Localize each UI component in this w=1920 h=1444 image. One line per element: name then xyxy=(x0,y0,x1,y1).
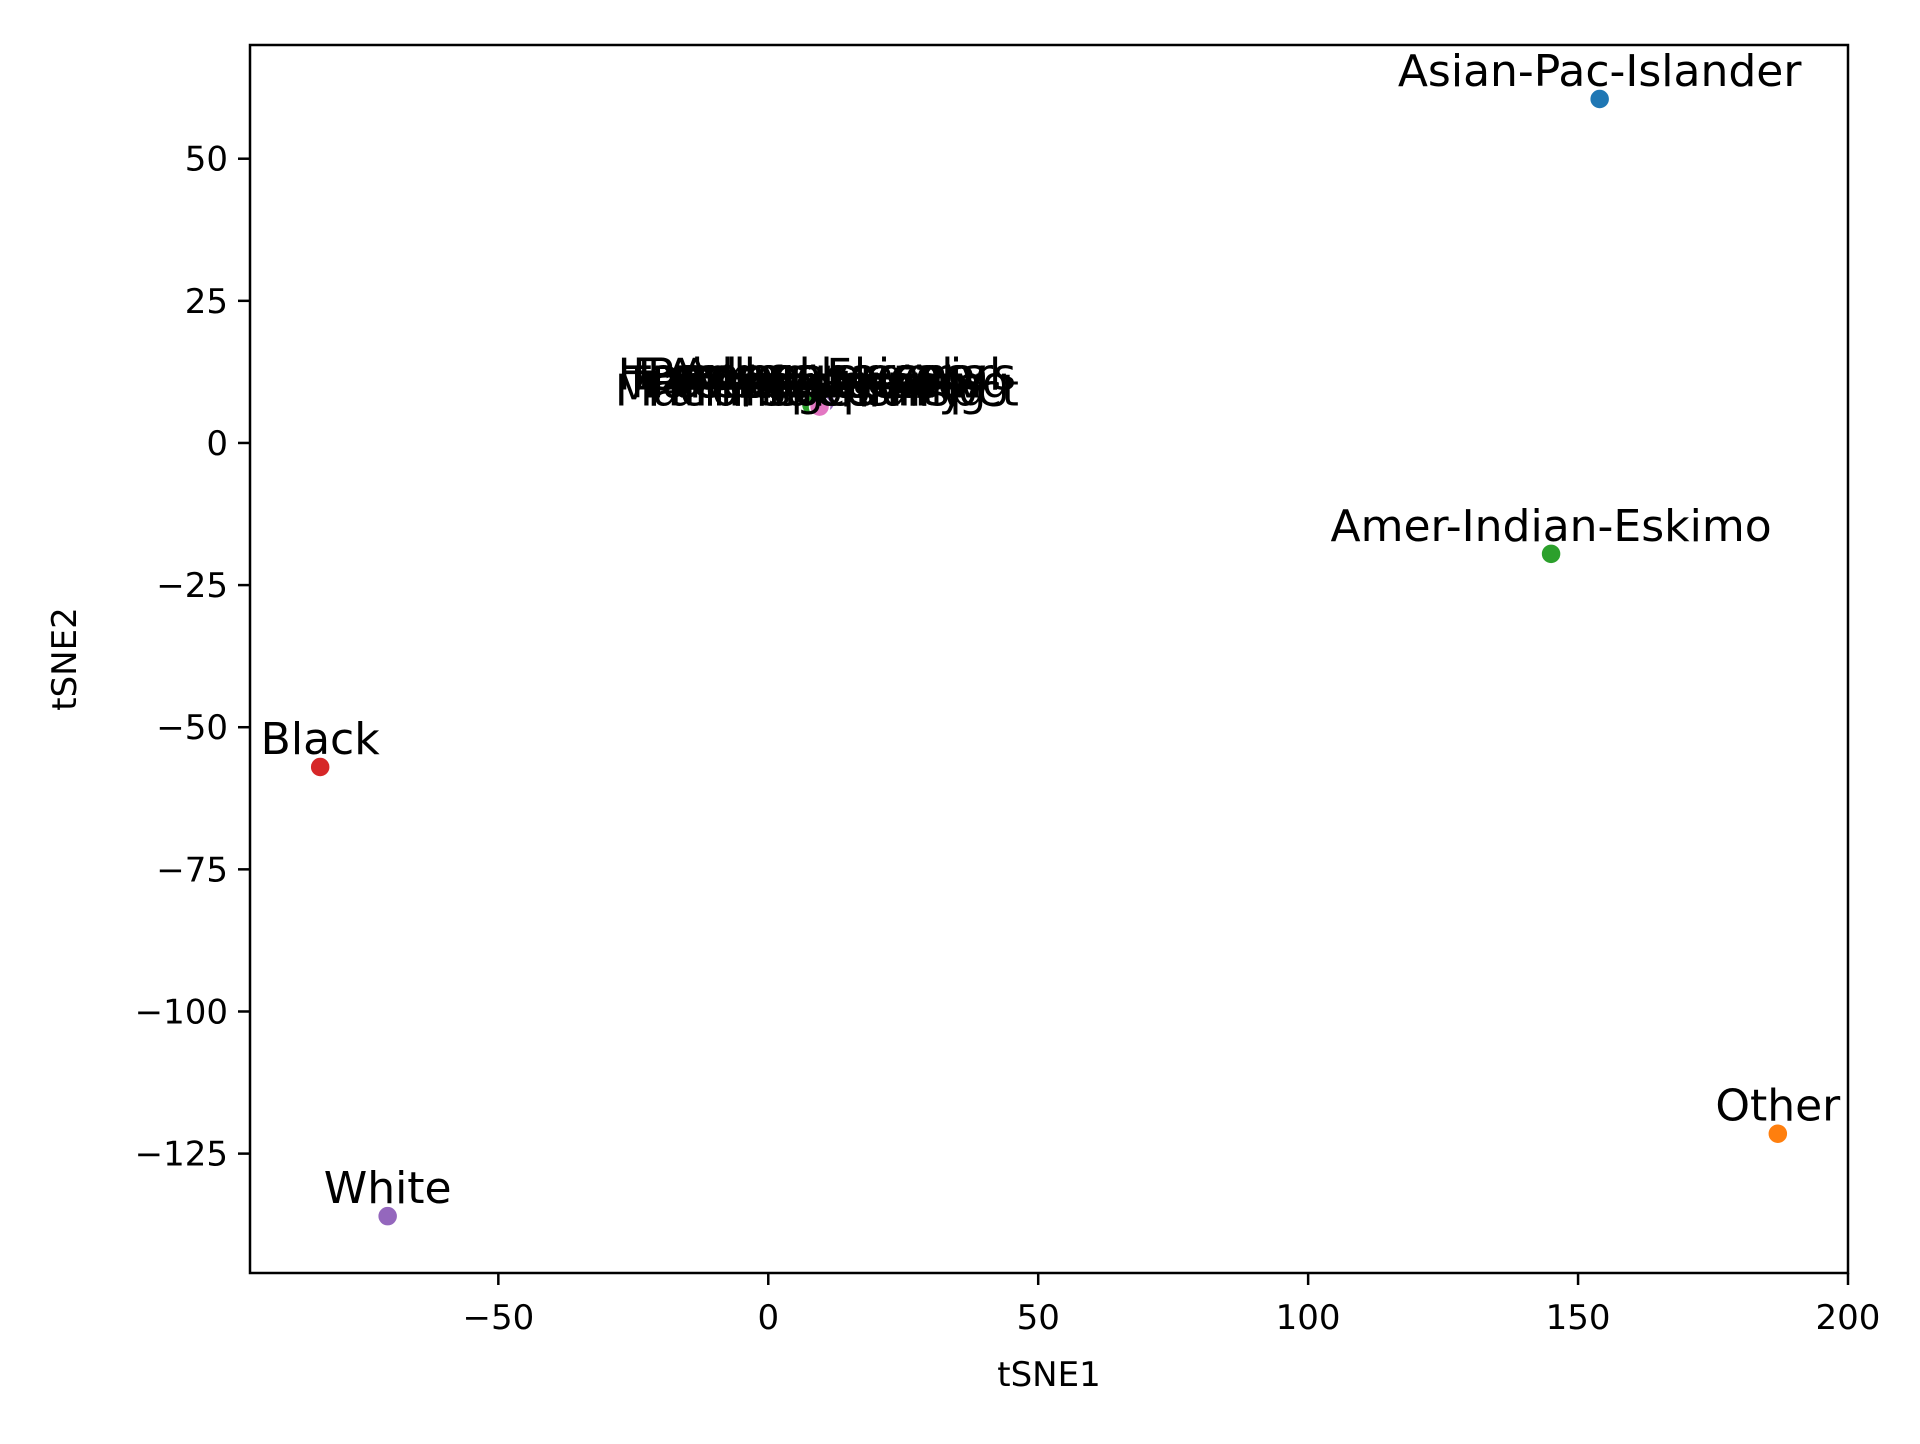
x-tick-label: −50 xyxy=(462,1298,534,1338)
y-tick-label: 0 xyxy=(206,424,228,464)
data-point-label: Asian-Pac-Islander xyxy=(1398,46,1803,97)
cluster-point xyxy=(808,395,831,418)
cluster-point-label: Machine-op-inspct xyxy=(615,365,1019,416)
y-tick-label: −125 xyxy=(135,1135,228,1175)
data-point xyxy=(376,1205,399,1227)
cluster-point-label: Exec-managerial xyxy=(632,349,1001,400)
cluster-point-label: Prof-specialty xyxy=(669,365,965,416)
cluster-point-label: Tech-support xyxy=(674,357,958,408)
cluster-point-label: Priv-house-serv xyxy=(647,349,987,400)
data-point-label: Other xyxy=(1715,1081,1841,1132)
x-axis-title: tSNE1 xyxy=(997,1355,1100,1395)
x-tick-label: 50 xyxy=(1017,1298,1060,1338)
data-point xyxy=(1767,1122,1789,1145)
marks-layer xyxy=(309,88,1789,1227)
cluster-point-label: Farming-fishing xyxy=(647,365,986,416)
cluster-point-label: Armed-Forces xyxy=(665,349,968,400)
x-tick-label: 150 xyxy=(1546,1298,1611,1338)
y-tick-label: −50 xyxy=(156,708,228,748)
cluster-point-label: Other-service xyxy=(669,357,965,408)
cluster-point-label: Craft-repair xyxy=(690,357,944,408)
data-point-label: Black xyxy=(261,714,381,765)
data-point xyxy=(1540,543,1562,565)
data-point-label: White xyxy=(324,1163,452,1214)
data-point xyxy=(1588,88,1611,110)
cluster-point-label: Adm-clerical xyxy=(680,349,953,400)
cluster-point-label: Transport-moving xyxy=(623,357,1010,408)
cluster-point-label: Handlers-cleaners xyxy=(618,349,1016,400)
y-tick-label: −75 xyxy=(156,850,228,890)
data-point xyxy=(309,756,331,778)
plot-frame xyxy=(248,43,1850,1275)
labels-layer: Handlers-cleanersTech-supportMachine-op-… xyxy=(261,46,1842,1214)
ticks-layer: −50 0 50 100 150 200 50 25 0 −25 −50 −75 −100 −125 xyxy=(135,140,1881,1338)
y-tick-label: 50 xyxy=(185,140,228,180)
x-tick-label: 100 xyxy=(1276,1298,1341,1338)
y-tick-label: 25 xyxy=(185,282,228,322)
cluster-point-label: Protective-serv xyxy=(651,357,982,408)
y-tick-label: −100 xyxy=(135,992,228,1032)
y-axis-title: tSNE2 xyxy=(45,607,85,710)
cluster-point-label: Sales xyxy=(758,365,875,416)
x-tick-label: 0 xyxy=(757,1298,779,1338)
data-point-label: Amer-Indian-Eskimo xyxy=(1331,501,1772,552)
x-tick-label: 200 xyxy=(1816,1298,1881,1338)
y-tick-label: −25 xyxy=(156,566,228,606)
